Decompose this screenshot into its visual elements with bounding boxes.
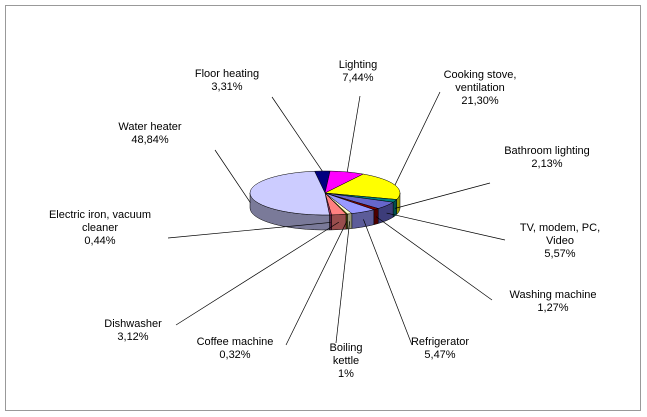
leader-line [285,221,348,346]
slice-value-label: 1,27% [537,302,569,314]
tops [249,170,401,216]
slice-label: TV, modem, PC, Video [519,222,601,247]
leader-line [375,216,493,301]
slice-value-label: 21,30% [461,95,499,107]
slice-label: Refrigerator [410,336,470,348]
leader-line [394,182,491,209]
slice-value-label: 5,57% [544,248,576,260]
leader-line [214,149,251,203]
leader-line [175,221,340,326]
slice-label: Electric iron, vacuum cleaner [48,209,152,234]
slice-side [373,208,379,226]
slice-label: Lighting [338,59,378,71]
slice-label: Cooking stove, ventilation [443,69,517,94]
slice-label: Coffee machine [196,336,274,348]
slice-value-label: 0,32% [219,349,251,361]
leader-line [363,219,413,346]
leader-line [167,222,331,239]
slice-label: Boiling kettle [329,342,363,367]
slice-side [347,213,353,230]
slice-value-label: 3,12% [117,331,149,343]
slice-label: Floor heating [194,68,260,80]
leader-line [271,96,323,172]
leader-line [386,212,506,241]
slice-label: Bathroom lighting [504,145,590,157]
slice-value-label: 5,47% [424,349,456,361]
leader-line [346,95,361,173]
leader-line [335,221,351,344]
slice-value-label: 7,44% [342,72,374,84]
slice-label: Water heater [118,121,182,133]
slice-value-label: 1% [338,368,354,380]
slice-value-label: 0,44% [84,235,116,247]
slice-value-label: 2,13% [531,158,563,170]
slice [249,170,330,216]
slice-label: Dishwasher [104,318,162,330]
slice-label: Washing machine [509,289,597,301]
slice-value-label: 48,84% [131,134,169,146]
slice-value-label: 3,31% [211,81,243,93]
leader-line [394,91,441,186]
